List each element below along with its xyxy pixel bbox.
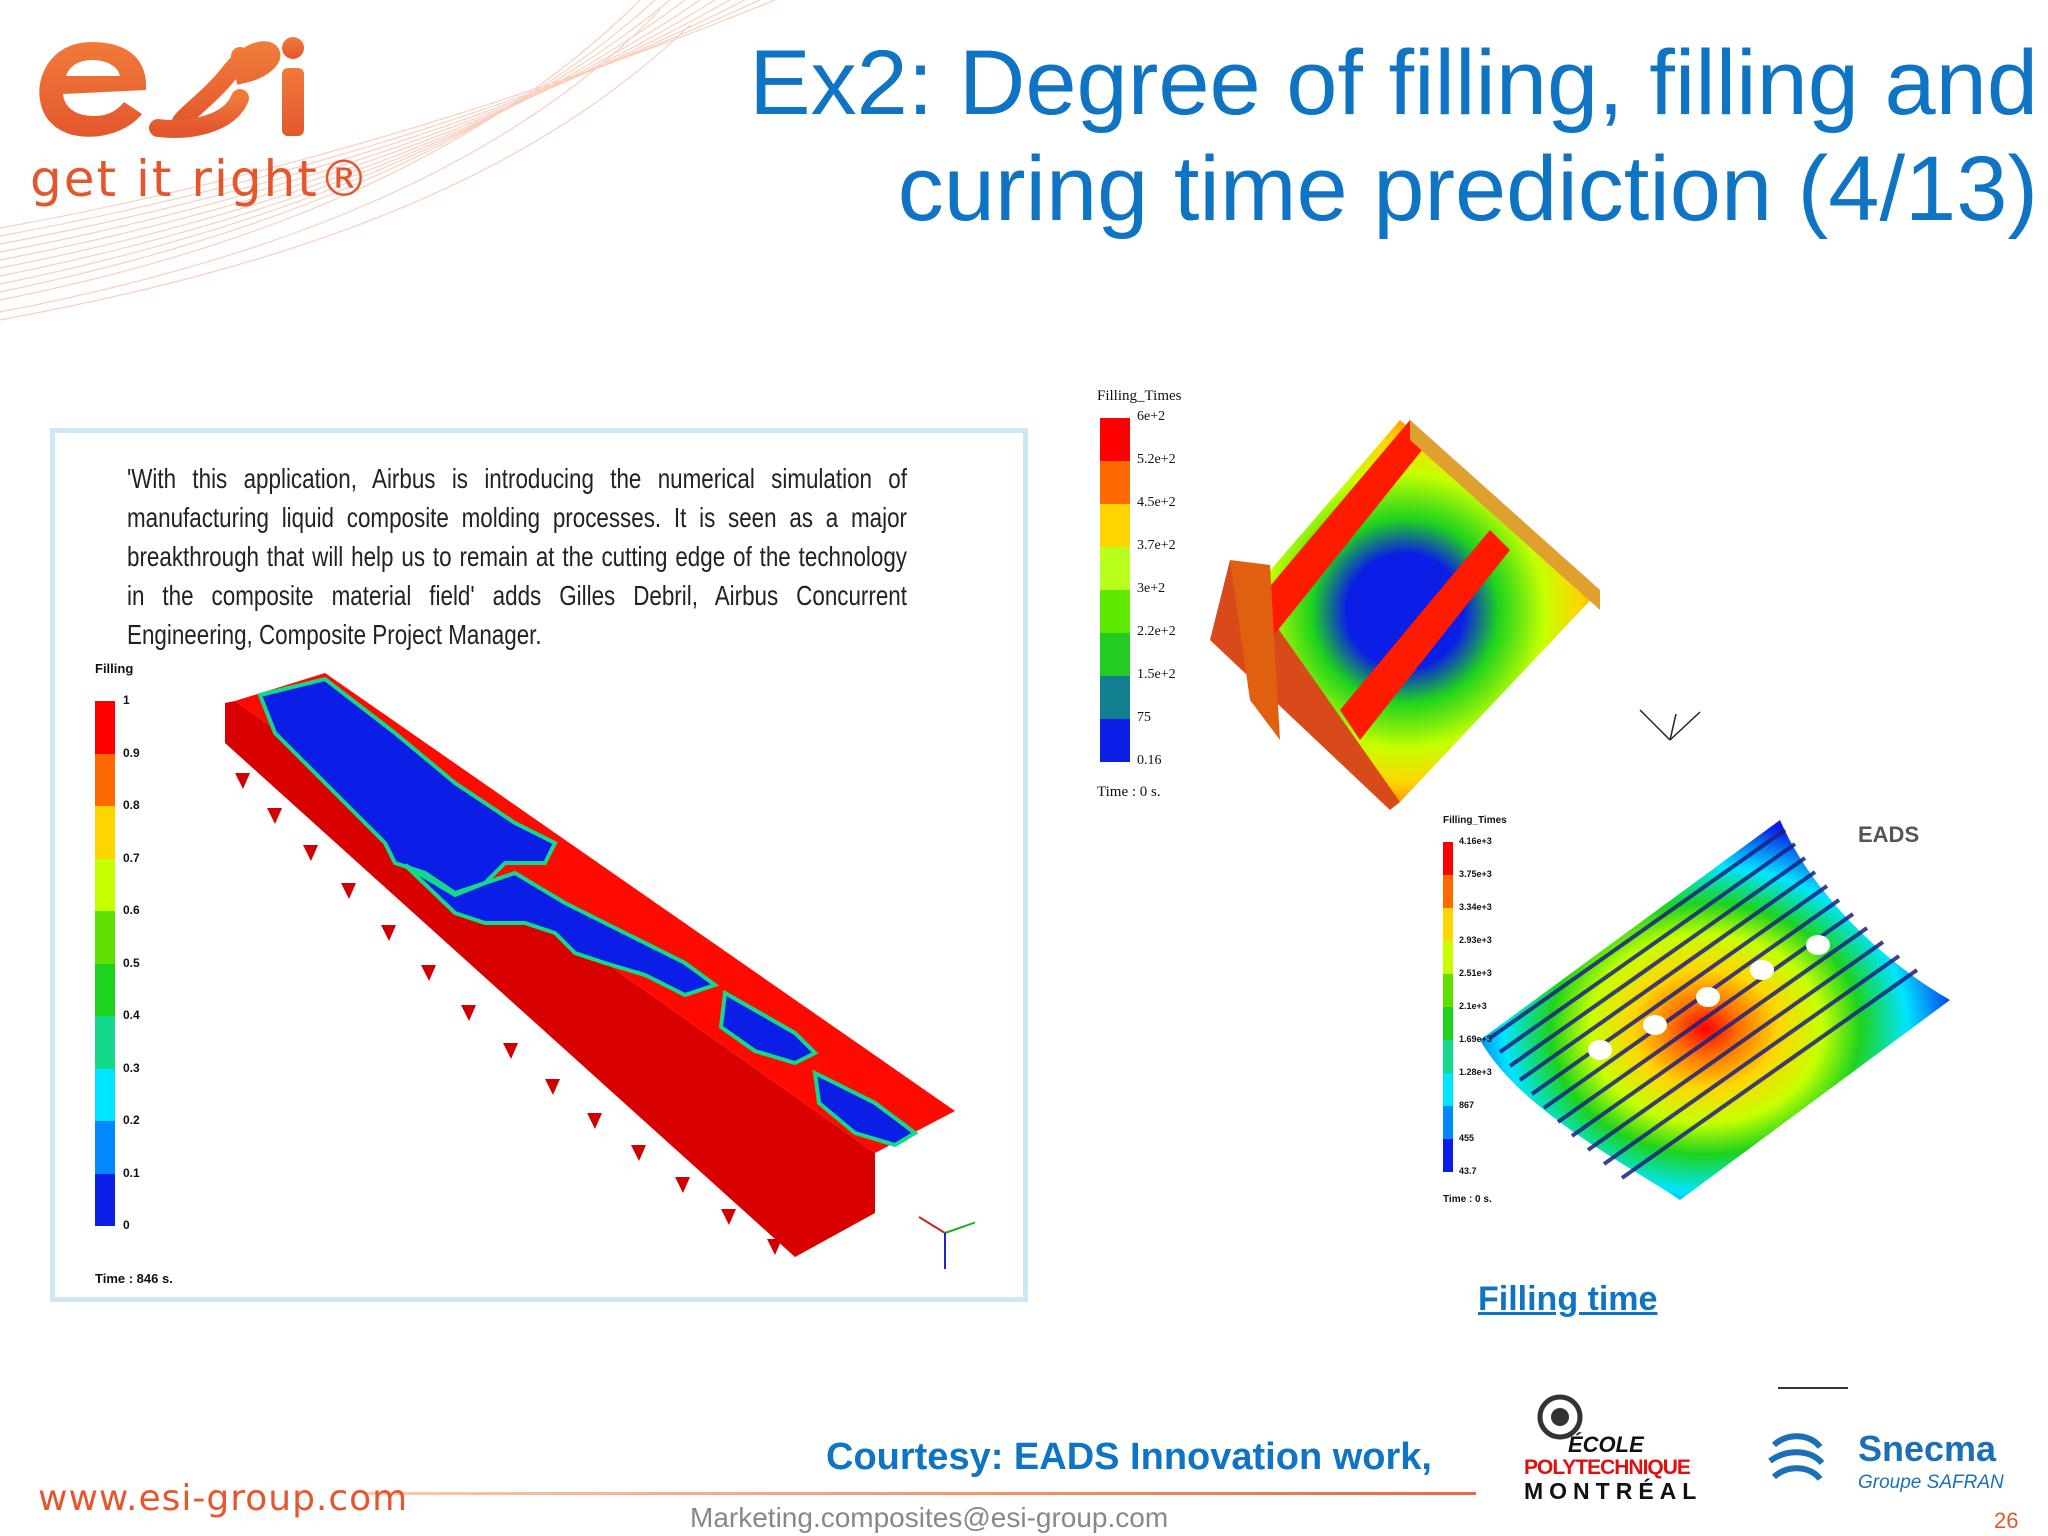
legend-tick-label: 75	[1137, 710, 1151, 725]
filling-simulation-panel: 'With this application, Airbus is introd…	[50, 428, 1028, 1302]
bottom-time-readout: Time : 0 s.	[1443, 1194, 1492, 1205]
legend-tick-label: 4.5e+2	[1137, 495, 1176, 510]
legend-swatch	[95, 1121, 115, 1174]
legend-tick-label: 0.3	[123, 1060, 140, 1075]
legend-swatch	[95, 1173, 115, 1226]
legend-swatch	[95, 1068, 115, 1121]
u-channel-model-image	[1210, 420, 1600, 810]
logo-tagline: get it right®	[30, 150, 371, 208]
legend-swatch	[1100, 547, 1130, 590]
legend-tick-label: 0.6	[123, 903, 140, 917]
legend-tick-label: 867	[1459, 1100, 1475, 1110]
legend-tick-label: 0.7	[123, 850, 140, 865]
legend-swatch	[1443, 1007, 1453, 1040]
legend-tick-label: 4.16e+3	[1459, 836, 1492, 846]
legend-tick-label: 0.8	[123, 798, 140, 812]
legend-swatch	[95, 701, 115, 754]
legend-tick-label: 3.34e+3	[1459, 902, 1492, 912]
legend-swatch	[1443, 974, 1453, 1007]
legend-tick-label: 0.4	[123, 1008, 140, 1022]
legend-tick-label: 6e+2	[1137, 409, 1166, 424]
axis-triad-top	[1639, 709, 1701, 741]
website-url[interactable]: www.esi-group.com	[38, 1478, 409, 1519]
legend-tick-label: 2.2e+2	[1137, 624, 1176, 639]
polytechnique-name: POLYTECHNIQUE	[1524, 1456, 1691, 1479]
legend-tick-label: 2.1e+3	[1459, 1001, 1487, 1011]
filling-legend-title: Filling	[95, 661, 134, 676]
snecma-emblem-icon	[1768, 1433, 1825, 1482]
legend-tick-label: 455	[1459, 1133, 1475, 1143]
legend-tick-label: 5.2e+2	[1137, 452, 1176, 467]
legend-swatch	[95, 753, 115, 806]
legend-tick-label: 0	[123, 1218, 130, 1232]
decorative-swoosh	[0, 0, 776, 321]
footer-divider	[366, 1492, 1476, 1495]
legend-swatch	[1443, 1040, 1453, 1073]
legend-tick-label: 2.51e+3	[1459, 968, 1492, 978]
legend-tick-label: 3.7e+2	[1137, 538, 1176, 553]
polytechnique-ecole: ÉCOLE	[1568, 1432, 1644, 1457]
beam-model-image	[225, 673, 975, 1269]
legend-swatch	[1443, 1139, 1453, 1172]
legend-tick-label: 0.9	[123, 745, 140, 760]
legend-tick-label: 0.1	[123, 1165, 140, 1180]
legend-swatch	[1100, 504, 1130, 547]
legend-tick-label: 1.69e+3	[1459, 1034, 1492, 1044]
legend-tick-label: 3e+2	[1137, 581, 1166, 596]
legend-swatch	[95, 806, 115, 859]
legend-tick-label: 1.28e+3	[1459, 1067, 1492, 1077]
legend-swatch	[1443, 842, 1453, 875]
legend-tick-label: 1	[123, 693, 130, 707]
legend-tick-label: 2.93e+3	[1459, 935, 1492, 945]
page-number: 26	[1994, 1508, 2019, 1533]
legend-swatch	[1100, 590, 1130, 633]
legend-swatch	[1100, 633, 1130, 676]
legend-swatch	[95, 1016, 115, 1069]
courtesy-text: Courtesy: EADS Innovation work,	[826, 1436, 1432, 1478]
legend-swatch	[1100, 676, 1130, 719]
legend-swatch	[1443, 908, 1453, 941]
filling-time-caption[interactable]: Filling time	[1478, 1280, 1658, 1318]
polytechnique-crest-icon	[1537, 1394, 1583, 1440]
legend-swatch	[1100, 719, 1130, 762]
legend-swatch	[1443, 1106, 1453, 1139]
title-line-1: Ex2: Degree of filling, filling and	[749, 32, 2038, 134]
legend-swatch	[1443, 875, 1453, 908]
filling-times-legend-title-bottom: Filling_Times	[1443, 815, 1507, 826]
polytechnique-city: MONTRÉAL	[1524, 1478, 1703, 1504]
legend-tick-label: 0.2	[123, 1113, 140, 1127]
eads-brand: EADS	[1858, 822, 1920, 847]
legend-swatch	[95, 911, 115, 964]
decorative-line	[1778, 1387, 1848, 1389]
legend-swatch	[1100, 418, 1130, 461]
airbus-quote: 'With this application, Airbus is introd…	[127, 463, 907, 650]
snecma-name: Snecma	[1858, 1428, 1997, 1469]
filling-time-readout: Time : 846 s.	[95, 1271, 173, 1286]
page-title: Ex2: Degree of filling, filling and curi…	[738, 30, 2038, 242]
legend-tick-label: 3.75e+3	[1459, 869, 1492, 879]
legend-tick-label: 0.16	[1137, 753, 1162, 768]
legend-swatch	[1443, 941, 1453, 974]
legend-swatch	[95, 963, 115, 1016]
legend-tick-label: 0.5	[123, 955, 140, 970]
contact-email[interactable]: Marketing.composites@esi-group.com	[690, 1502, 1169, 1533]
legend-swatch	[1443, 1073, 1453, 1106]
legend-swatch	[1100, 461, 1130, 504]
esi-logo	[39, 37, 304, 138]
curved-panel-model-image	[1480, 820, 1950, 1200]
legend-tick-label: 1.5e+2	[1137, 667, 1176, 682]
legend-tick-label: 43.7	[1459, 1166, 1477, 1176]
title-line-2: curing time prediction (4/13)	[897, 138, 2038, 240]
snecma-group: Groupe SAFRAN	[1858, 1472, 2004, 1493]
legend-swatch	[95, 858, 115, 911]
top-time-readout: Time : 0 s.	[1097, 784, 1161, 800]
filling-times-legend-title: Filling_Times	[1097, 388, 1182, 404]
